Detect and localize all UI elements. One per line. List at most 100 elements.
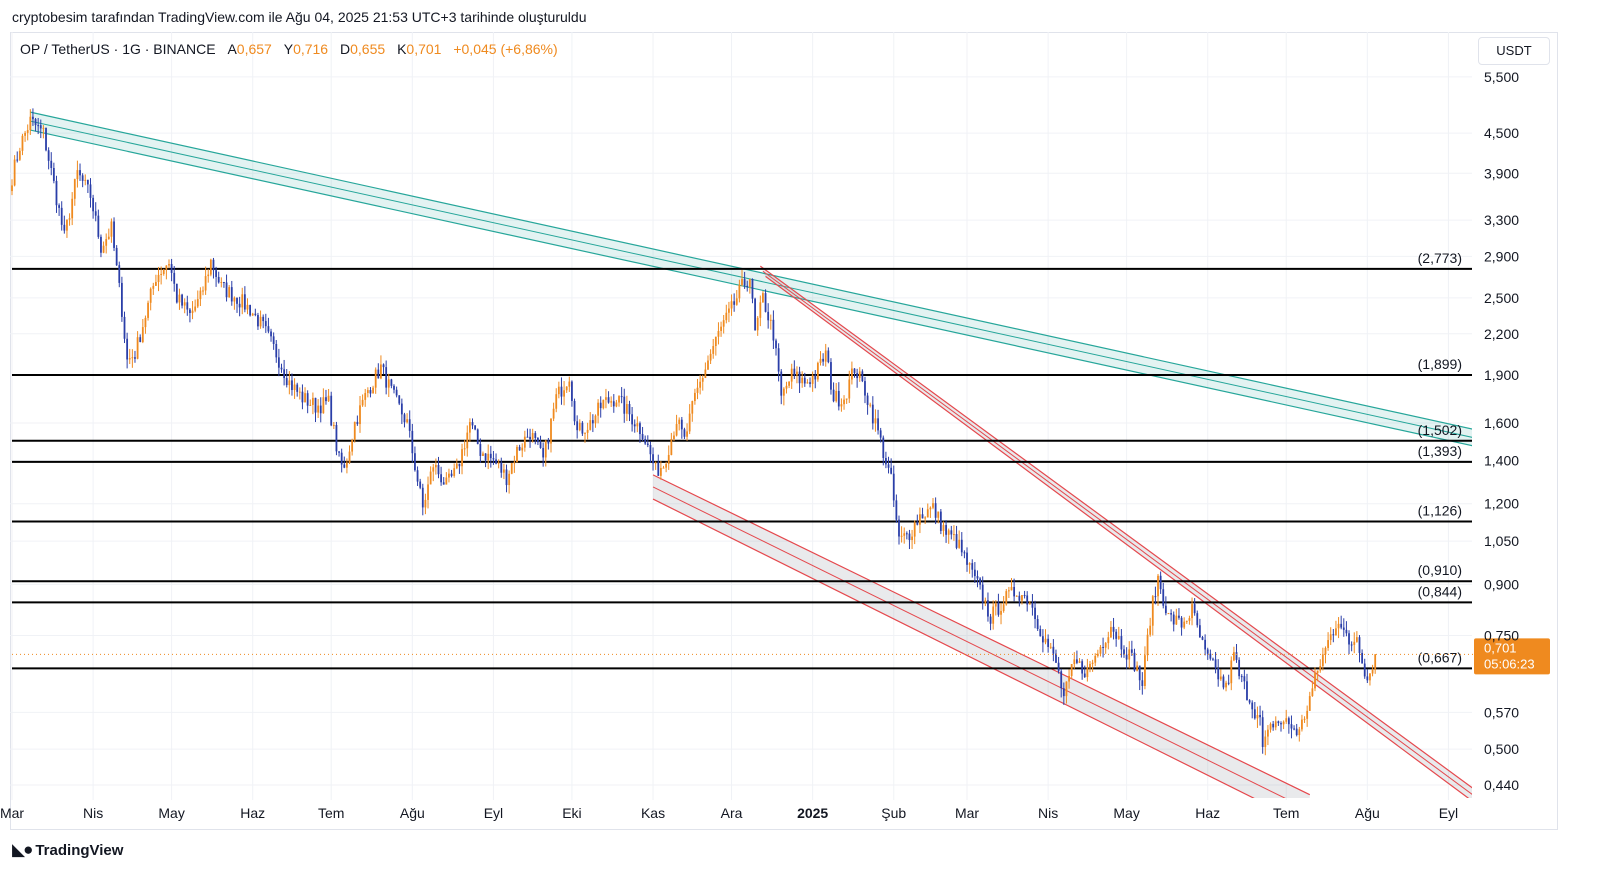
- candle-body: [526, 436, 529, 438]
- candle-body: [850, 368, 853, 380]
- y-tick-label: 0,570: [1484, 704, 1519, 720]
- x-tick-label: Eki: [562, 805, 581, 821]
- candle-body: [1172, 614, 1175, 625]
- candle-body: [589, 420, 592, 430]
- candle-body: [811, 375, 814, 384]
- candle-body: [1041, 636, 1044, 643]
- candle-body: [293, 384, 296, 391]
- y-tick-label: 0,440: [1484, 777, 1519, 793]
- candle-body: [141, 327, 144, 343]
- candle-body: [725, 312, 728, 321]
- currency-button[interactable]: USDT: [1478, 37, 1550, 65]
- candle-body: [194, 306, 197, 311]
- candle-body: [262, 316, 265, 322]
- candle-body: [1133, 652, 1136, 671]
- candle-body: [1120, 636, 1123, 650]
- candle-body: [160, 273, 163, 275]
- candle-body: [605, 397, 607, 400]
- candle-body: [1031, 603, 1034, 608]
- candle-body: [827, 350, 830, 363]
- candle-body: [557, 386, 560, 395]
- candle-body: [440, 474, 443, 483]
- candle-body: [356, 421, 359, 425]
- candle-body: [419, 481, 422, 488]
- candle-body: [1149, 625, 1152, 635]
- candle-body: [733, 301, 736, 305]
- candle-body: [123, 316, 126, 339]
- candle-body: [704, 369, 707, 379]
- candle-body: [720, 326, 722, 332]
- candle-body: [856, 373, 859, 379]
- candle-body: [223, 282, 225, 284]
- candle-body: [52, 168, 55, 181]
- candle-body: [754, 298, 756, 331]
- x-tick-label: Nis: [1038, 805, 1058, 821]
- candle-body: [492, 458, 495, 460]
- candle-body: [134, 357, 136, 359]
- candle-body: [992, 606, 995, 624]
- candle-body: [1094, 655, 1097, 663]
- candle-body: [1259, 715, 1261, 718]
- candle-body: [264, 321, 267, 327]
- candle-body: [380, 364, 382, 379]
- tradingview-logo[interactable]: ◣● TradingView: [12, 840, 123, 860]
- candle-body: [610, 401, 613, 403]
- candle-body: [1272, 723, 1275, 728]
- open-key: A: [227, 41, 237, 57]
- candle-body: [489, 453, 492, 459]
- candle-body: [1212, 658, 1214, 660]
- candle-body: [296, 384, 299, 392]
- candle-body: [756, 317, 759, 331]
- candle-body: [578, 422, 581, 431]
- candle-body: [887, 464, 890, 468]
- candle-body: [1230, 660, 1233, 684]
- candle-body: [707, 360, 709, 370]
- price-tag-value: 0,701: [1484, 640, 1517, 655]
- candle-body: [537, 437, 539, 443]
- candle-body: [717, 331, 720, 337]
- candle-body: [1047, 638, 1050, 647]
- candle-body: [1319, 666, 1322, 671]
- candle-body: [230, 287, 233, 302]
- level-label: (1,899): [1418, 356, 1462, 372]
- candle-body: [463, 448, 466, 450]
- candle-body: [55, 180, 58, 206]
- candle-body: [1316, 670, 1319, 674]
- candle-body: [1251, 702, 1254, 710]
- candle-body: [1225, 682, 1227, 688]
- candle-body: [1141, 680, 1144, 686]
- candle-body: [921, 514, 924, 519]
- candle-body: [571, 381, 573, 401]
- candle-body: [42, 127, 45, 129]
- candle-body: [686, 431, 688, 437]
- candle-body: [319, 405, 322, 414]
- candle-body: [178, 294, 181, 303]
- candle-body: [502, 469, 505, 473]
- candle-body: [1117, 636, 1120, 639]
- candle-body: [183, 302, 186, 306]
- candle-body: [764, 293, 767, 312]
- red-descending-channel-lower-fill: [653, 474, 1310, 798]
- candle-body: [113, 221, 115, 248]
- candle-body: [149, 288, 152, 303]
- candle-body: [654, 462, 657, 464]
- candle-body: [325, 397, 327, 402]
- candle-body: [1206, 649, 1209, 654]
- candle-body: [1007, 590, 1010, 592]
- candle-body: [722, 320, 725, 327]
- candle-body: [1232, 652, 1235, 661]
- candle-body: [47, 150, 50, 161]
- candle-body: [879, 430, 882, 438]
- candle-body: [89, 184, 92, 198]
- candle-body: [542, 447, 545, 458]
- candle-body: [1000, 610, 1002, 615]
- candle-body: [1185, 620, 1188, 622]
- candle-body: [746, 285, 749, 288]
- candle-body: [1264, 736, 1267, 747]
- red-descending-channel-upper-midline: [762, 270, 1472, 795]
- candle-body: [741, 279, 743, 285]
- candle-body: [288, 380, 291, 386]
- candle-body: [458, 463, 461, 467]
- candle-body: [165, 265, 168, 270]
